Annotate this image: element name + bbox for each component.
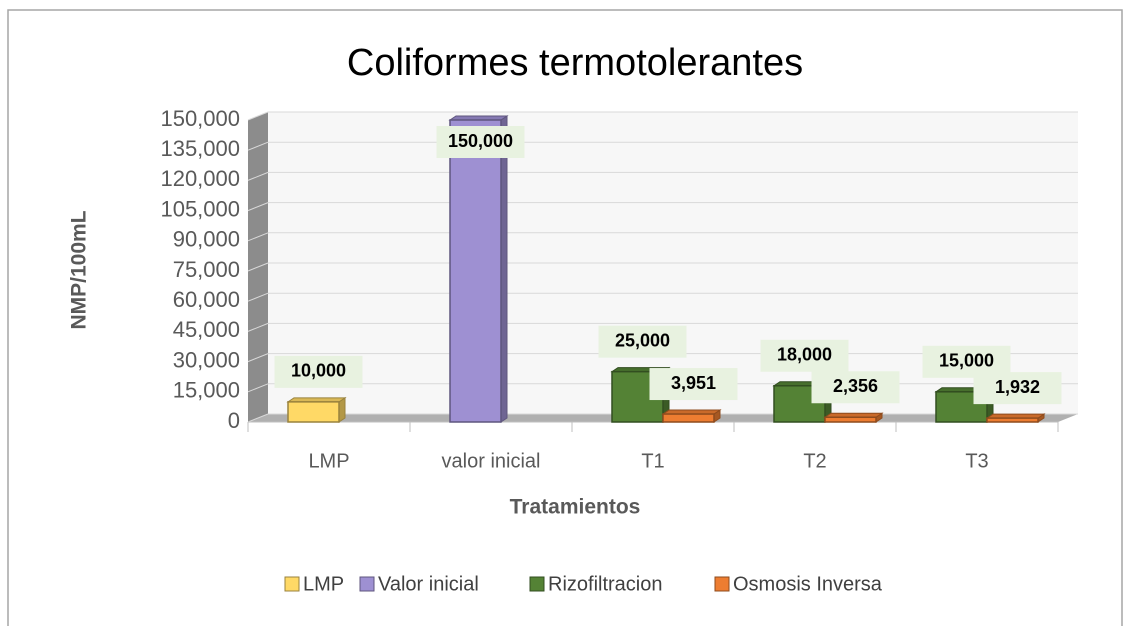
data-label: 15,000 xyxy=(939,351,994,371)
data-label: 3,951 xyxy=(671,373,716,393)
grid-line-side xyxy=(247,292,269,302)
x-tick-label: T1 xyxy=(641,450,664,472)
grid-line-side xyxy=(247,262,269,272)
y-tick-label: 0 xyxy=(228,408,240,433)
legend-label: LMP xyxy=(303,573,344,595)
bar xyxy=(662,413,715,423)
data-label: 18,000 xyxy=(777,345,832,365)
x-tick-label: T3 xyxy=(965,450,988,472)
data-label-box xyxy=(598,325,687,358)
bar xyxy=(449,119,502,423)
grid-line-side xyxy=(247,413,269,423)
data-label-box xyxy=(649,368,738,401)
bar xyxy=(986,417,1039,423)
legend-swatch xyxy=(359,576,375,592)
grid-line-side xyxy=(247,111,269,121)
bar-side xyxy=(500,115,508,423)
data-label-box xyxy=(973,372,1062,405)
grid-line-side xyxy=(247,383,269,393)
y-axis-title: NMP/100mL xyxy=(68,210,91,329)
y-tick-label: 135,000 xyxy=(160,136,240,161)
data-label: 1,932 xyxy=(995,377,1040,397)
legend-swatch xyxy=(714,576,730,592)
data-label: 25,000 xyxy=(615,330,670,350)
y-tick-label: 45,000 xyxy=(173,317,240,342)
y-tick-label: 90,000 xyxy=(173,227,240,252)
legend-swatch xyxy=(529,576,545,592)
data-label-box xyxy=(436,126,525,158)
y-tick-label: 105,000 xyxy=(160,196,240,221)
data-label-box xyxy=(274,355,363,388)
grid-line-side xyxy=(247,141,269,151)
x-tick-label: LMP xyxy=(308,450,349,472)
y-tick-label: 15,000 xyxy=(173,378,240,403)
bar xyxy=(287,401,340,423)
legend-swatch xyxy=(284,576,300,592)
legend-label: Osmosis Inversa xyxy=(733,573,883,595)
grid-line-side xyxy=(247,171,269,181)
data-label: 150,000 xyxy=(448,131,513,151)
bar xyxy=(824,416,877,423)
legend-label: Rizofiltracion xyxy=(548,573,662,595)
grid-line-side xyxy=(247,232,269,242)
x-tick-label: T2 xyxy=(803,450,826,472)
y-tick-label: 60,000 xyxy=(173,287,240,312)
data-label: 2,356 xyxy=(833,376,878,396)
grid-line-side xyxy=(247,353,269,363)
x-axis-title: Tratamientos xyxy=(510,496,641,519)
y-tick-label: 75,000 xyxy=(173,257,240,282)
legend-label: Valor inicial xyxy=(378,573,479,595)
grid-line-side xyxy=(247,322,269,332)
data-label: 10,000 xyxy=(291,361,346,381)
y-tick-label: 30,000 xyxy=(173,347,240,372)
data-label-box xyxy=(760,339,849,372)
grid-line-side xyxy=(247,202,269,212)
data-label-box xyxy=(811,371,900,404)
y-tick-label: 150,000 xyxy=(160,106,240,131)
x-tick-label: valor inicial xyxy=(442,450,541,472)
y-tick-label: 120,000 xyxy=(160,166,240,191)
chart-title: Coliformes termotolerantes xyxy=(347,42,803,84)
